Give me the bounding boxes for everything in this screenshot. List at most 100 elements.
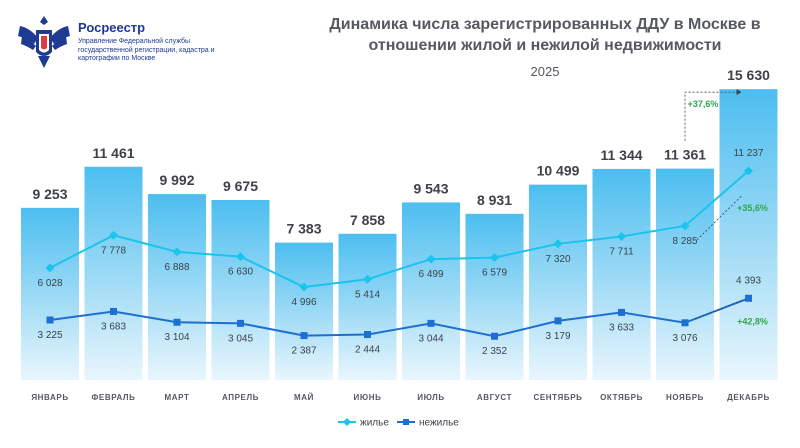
point-нежилье-5 xyxy=(364,331,371,339)
x-tick-label-3: АПРЕЛЬ xyxy=(222,393,259,402)
point-жилье-4 xyxy=(299,282,309,292)
bar-total-label-6: 9 543 xyxy=(413,180,448,196)
x-tick-label-6: ИЮЛЬ xyxy=(417,393,444,402)
point-label-нежилье-7: 2 352 xyxy=(482,346,507,357)
point-жилье-9 xyxy=(617,232,626,242)
x-tick-label-8: СЕНТЯБРЬ xyxy=(533,393,582,402)
x-tick-label-5: ИЮНЬ xyxy=(354,393,382,402)
chart-subtitle: 2025 xyxy=(530,64,560,79)
bar-total-7 xyxy=(465,213,524,380)
point-жилье-7 xyxy=(490,253,499,263)
point-label-нежилье-11: 4 393 xyxy=(736,275,761,286)
point-label-нежилье-6: 3 044 xyxy=(418,333,443,344)
legend-marker-nezhilye xyxy=(403,419,409,425)
point-жилье-2 xyxy=(172,247,182,257)
x-tick-label-7: АВГУСТ xyxy=(477,393,512,402)
rosreestr-logo xyxy=(14,12,224,82)
annotation-label-totals: +37,6% xyxy=(688,99,719,109)
bar-total-10 xyxy=(656,168,714,380)
point-нежилье-4 xyxy=(300,332,308,340)
point-label-жилье-8: 7 320 xyxy=(545,254,570,265)
point-жилье-1 xyxy=(109,230,118,240)
point-жилье-8 xyxy=(553,239,563,249)
bar-total-label-11: 15 630 xyxy=(727,67,770,83)
bar-total-8 xyxy=(529,184,587,380)
point-label-нежилье-0: 3 225 xyxy=(37,330,62,341)
bar-total-label-7: 8 931 xyxy=(477,192,512,208)
double-headed-eagle-emblem-icon xyxy=(18,16,70,68)
series-line-нежилье xyxy=(49,297,749,338)
point-label-жилье-2: 6 888 xyxy=(164,262,189,273)
point-label-нежилье-1: 3 683 xyxy=(101,321,126,332)
x-tick-label-11: ДЕКАБРЬ xyxy=(727,393,770,402)
point-label-нежилье-5: 2 444 xyxy=(355,345,380,356)
point-жилье-3 xyxy=(236,252,245,262)
point-нежилье-6 xyxy=(427,319,435,327)
legend-label-zhilye: жилье xyxy=(360,418,389,429)
point-label-жилье-1: 7 778 xyxy=(101,245,126,256)
org-subtitle: Управление Федеральной службы государств… xyxy=(78,38,215,62)
annotation-arrow-zhilye xyxy=(696,194,743,241)
chart-title: Динамика числа зарегистрированных ДДУ в … xyxy=(329,16,761,54)
point-нежилье-11 xyxy=(745,294,752,302)
bar-total-label-2: 9 992 xyxy=(159,172,194,188)
point-label-нежилье-8: 3 179 xyxy=(545,331,570,342)
x-tick-label-2: МАРТ xyxy=(165,393,190,402)
point-label-жилье-3: 6 630 xyxy=(228,267,253,278)
bar-total-5 xyxy=(338,233,397,380)
x-tick-label-1: ФЕВРАЛЬ xyxy=(91,393,135,402)
x-tick-label-4: МАЙ xyxy=(294,393,314,402)
annotation-arrow-nezhilye xyxy=(694,299,743,320)
point-label-жилье-9: 7 711 xyxy=(609,247,634,258)
annotation-arrowhead-totals xyxy=(736,89,742,96)
bar-total-label-10: 11 361 xyxy=(664,147,706,163)
point-label-нежилье-9: 3 633 xyxy=(609,322,634,333)
bar-total-0 xyxy=(21,207,79,380)
point-жилье-5 xyxy=(363,274,372,284)
annotation-label-nezhilye: +42,8% xyxy=(737,316,768,326)
legend-label-nezhilye: нежилье xyxy=(419,418,459,429)
point-label-жилье-7: 6 579 xyxy=(482,268,507,279)
bar-total-6 xyxy=(402,202,460,380)
point-label-жилье-0: 6 028 xyxy=(37,278,62,289)
point-жилье-10 xyxy=(680,221,690,231)
point-label-жилье-10: 8 285 xyxy=(672,236,697,247)
point-нежилье-1 xyxy=(110,307,117,315)
point-нежилье-3 xyxy=(237,319,244,327)
point-label-нежилье-2: 3 104 xyxy=(164,332,189,343)
bar-total-11 xyxy=(719,89,778,381)
bar-total-9 xyxy=(592,168,651,380)
point-label-жилье-11: 11 237 xyxy=(734,148,764,159)
point-label-нежилье-3: 3 045 xyxy=(228,333,253,344)
annotation-label-zhilye: +35,6% xyxy=(737,203,768,213)
bar-total-label-4: 7 383 xyxy=(286,221,321,237)
bar-total-label-1: 11 461 xyxy=(92,145,134,161)
point-жилье-6 xyxy=(426,254,436,264)
point-label-нежилье-10: 3 076 xyxy=(672,333,697,344)
point-нежилье-2 xyxy=(173,318,181,326)
point-label-жилье-4: 4 996 xyxy=(291,297,316,308)
point-label-жилье-6: 6 499 xyxy=(418,269,443,280)
org-name: Росреестр xyxy=(78,20,146,35)
point-нежилье-0 xyxy=(46,316,54,324)
bar-total-label-8: 10 499 xyxy=(537,163,580,179)
bar-total-4 xyxy=(275,242,333,380)
point-нежилье-8 xyxy=(554,317,562,325)
point-нежилье-7 xyxy=(491,332,498,340)
bar-total-3 xyxy=(211,199,270,380)
bar-total-2 xyxy=(148,194,206,380)
annotation-arrow-totals xyxy=(684,91,737,141)
point-жилье-11 xyxy=(744,166,753,176)
bar-total-1 xyxy=(84,166,143,380)
point-label-жилье-5: 5 414 xyxy=(355,289,380,300)
series-line-жилье xyxy=(49,170,750,289)
x-tick-label-0: ЯНВАРЬ xyxy=(31,393,68,402)
bar-total-label-0: 9 253 xyxy=(32,186,67,202)
point-label-нежилье-4: 2 387 xyxy=(291,346,316,357)
x-tick-label-10: НОЯБРЬ xyxy=(666,393,704,402)
point-жилье-0 xyxy=(45,263,55,273)
point-нежилье-9 xyxy=(618,308,625,316)
legend-marker-zhilye xyxy=(343,418,351,426)
point-нежилье-10 xyxy=(681,319,689,327)
